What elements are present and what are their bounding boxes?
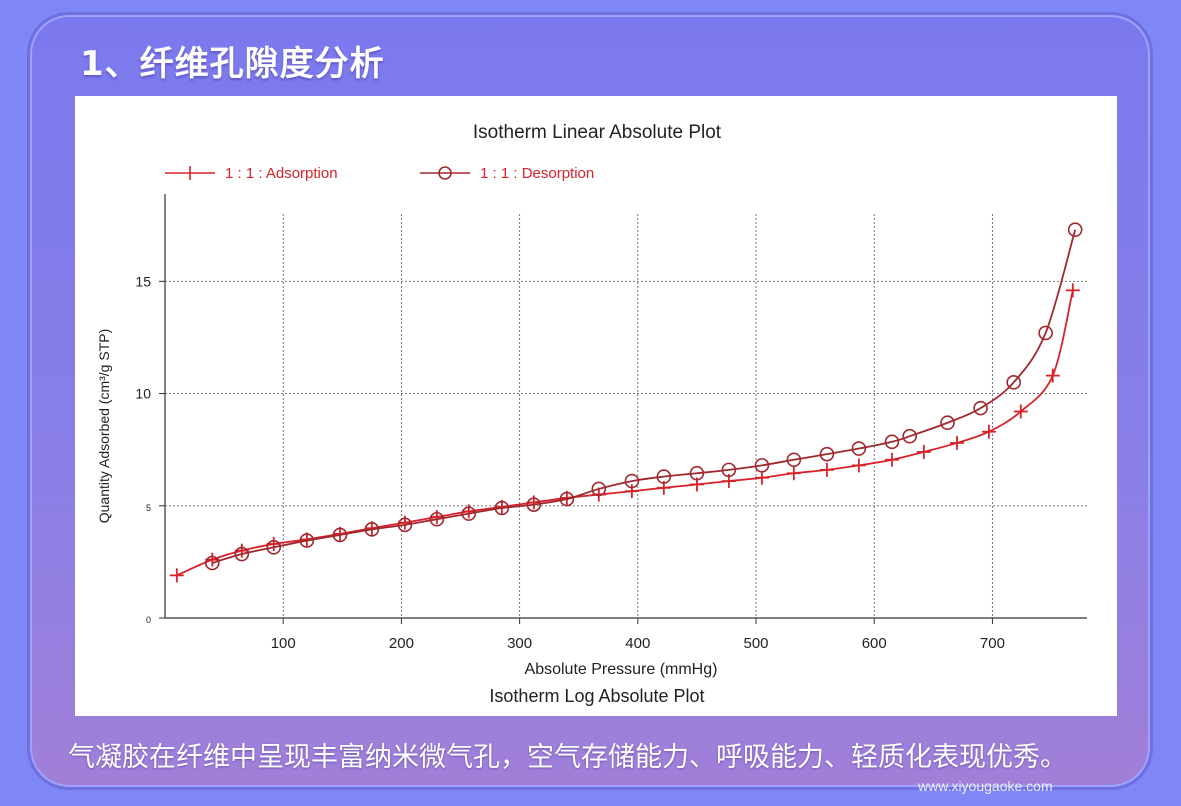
desorption-point bbox=[754, 458, 770, 473]
desorption-point bbox=[494, 500, 510, 516]
desorption-point bbox=[204, 555, 220, 571]
adsorption-point bbox=[819, 462, 834, 477]
desorption-point bbox=[656, 469, 672, 484]
adsorption-point bbox=[981, 424, 996, 439]
desorption-point bbox=[1006, 375, 1022, 390]
section-title: 1、纤维孔隙度分析 bbox=[80, 44, 385, 84]
desorption-point bbox=[364, 522, 380, 537]
chart-title: Isotherm Linear Absolute Plot bbox=[473, 122, 722, 143]
adsorption-point bbox=[851, 458, 866, 473]
x-tick-label: 400 bbox=[625, 635, 650, 652]
desorption-point bbox=[1067, 222, 1083, 238]
adsorption-point bbox=[624, 484, 639, 499]
desorption-point bbox=[1038, 325, 1053, 341]
adsorption-point bbox=[916, 444, 931, 459]
desorption-point bbox=[786, 452, 802, 468]
desorption-point bbox=[234, 546, 250, 562]
desorption-point bbox=[689, 465, 705, 481]
y-axis-label: Quantity Adsorbed (cm³/g STP) bbox=[96, 329, 112, 524]
y-tick-label: 10 bbox=[135, 386, 151, 402]
adsorption-point bbox=[949, 435, 964, 450]
desorption-point bbox=[299, 533, 315, 548]
desorption-point bbox=[429, 511, 445, 527]
adsorption-point bbox=[884, 452, 899, 467]
y-tick-label: 0 bbox=[146, 615, 151, 625]
watermark: www.xiyougaoke.com bbox=[918, 778, 1053, 794]
legend-desorption: 1 : 1 : Desorption bbox=[480, 165, 594, 182]
desorption-point bbox=[902, 428, 917, 444]
legend: 1 : 1 : Adsorption 1 : 1 : Desorption bbox=[165, 165, 594, 182]
adsorption-point bbox=[1045, 368, 1060, 383]
adsorption-point bbox=[1013, 404, 1028, 419]
desorption-point bbox=[266, 539, 282, 555]
desorption-point bbox=[940, 415, 955, 431]
y-tick-label: 15 bbox=[135, 273, 151, 289]
desorption-point bbox=[819, 446, 835, 462]
adsorption-point bbox=[754, 470, 769, 485]
x-axis-label: Absolute Pressure (mmHg) bbox=[525, 661, 718, 678]
desorption-point bbox=[884, 434, 900, 450]
x-tick-label: 200 bbox=[389, 635, 414, 652]
adsorption-point bbox=[786, 466, 801, 481]
desorption-point bbox=[851, 441, 867, 456]
desorption-point bbox=[591, 481, 607, 497]
isotherm-chart: 100 200 300 400 500 600 700 0 5 10 15 Isotherm Lin… bbox=[96, 122, 1087, 706]
adsorption-point bbox=[1065, 283, 1080, 298]
x-tick-label: 100 bbox=[271, 635, 296, 652]
x-tick-label: 300 bbox=[507, 635, 532, 652]
chart-subtitle: Isotherm Log Absolute Plot bbox=[489, 686, 704, 706]
x-tick-label: 500 bbox=[744, 635, 769, 652]
legend-adsorption: 1 : 1 : Adsorption bbox=[225, 165, 338, 182]
desorption-point bbox=[397, 517, 413, 533]
desorption-point bbox=[559, 491, 575, 507]
desorption-point bbox=[526, 497, 542, 512]
y-tick-label: 5 bbox=[146, 503, 151, 513]
desorption-point bbox=[973, 400, 988, 416]
adsorption-point bbox=[169, 568, 184, 583]
x-tick-label: 600 bbox=[862, 635, 887, 652]
desorption-point bbox=[721, 462, 737, 478]
adsorption-line bbox=[176, 290, 1074, 577]
desorption-point bbox=[332, 527, 348, 543]
chart-panel: 100 200 300 400 500 600 700 0 5 10 15 Isotherm Lin… bbox=[75, 96, 1117, 716]
desorption-line bbox=[212, 229, 1077, 564]
desorption-point bbox=[624, 473, 640, 489]
caption-text: 气凝胶在纤维中呈现丰富纳米微气孔，空气存储能力、呼吸能力、轻质化表现优秀。 bbox=[68, 742, 1067, 773]
desorption-point bbox=[461, 506, 477, 521]
x-tick-label: 700 bbox=[980, 635, 1005, 652]
